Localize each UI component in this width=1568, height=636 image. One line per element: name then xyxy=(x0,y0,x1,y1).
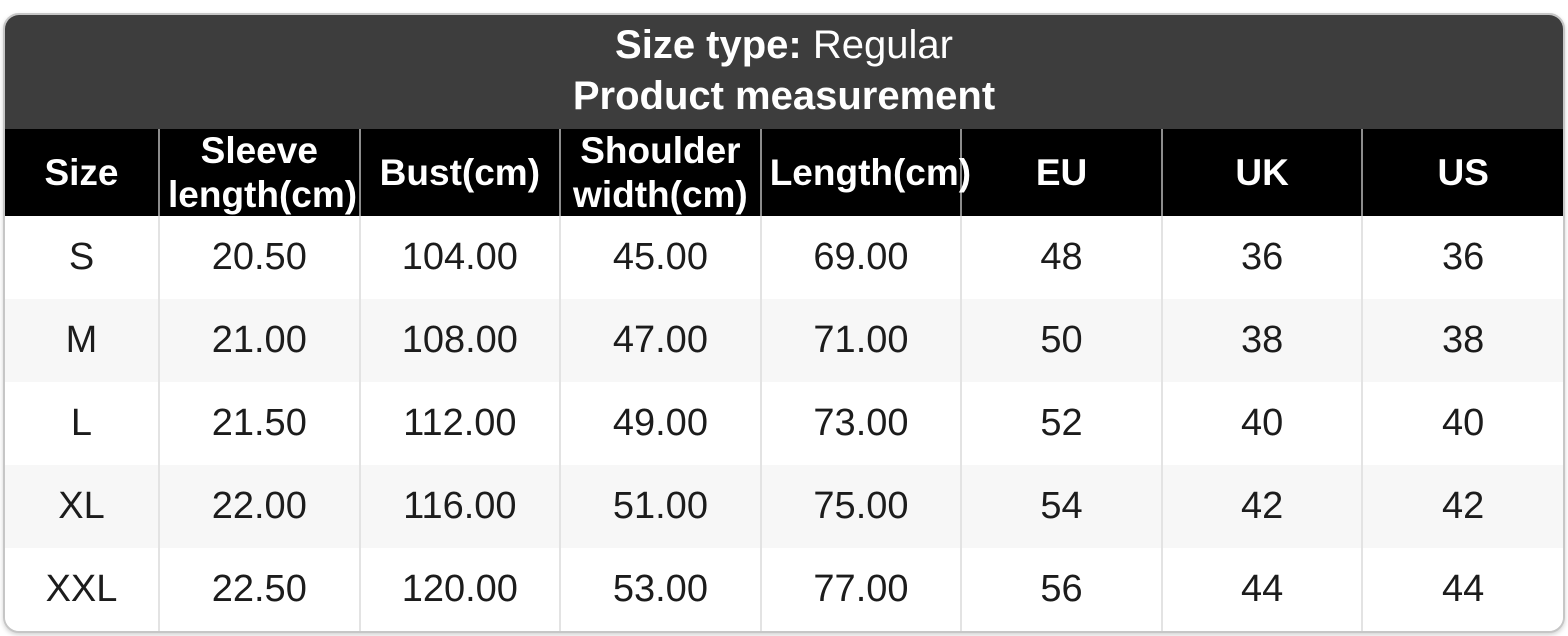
table-cell: 38 xyxy=(1361,299,1563,383)
table-cell: 52 xyxy=(960,382,1162,466)
table-cell: 44 xyxy=(1361,548,1563,632)
table-cell: 42 xyxy=(1160,465,1363,549)
table-cell: 120.00 xyxy=(358,548,561,632)
column-header-size: Size xyxy=(5,129,159,217)
column-header-shoulder-width: Shoulder width(cm) xyxy=(559,129,761,217)
table-cell: M xyxy=(5,299,159,383)
table-row-l: L 21.50 112.00 49.00 73.00 52 40 40 xyxy=(5,382,1563,466)
size-chart-card: Size type: Regular Product measurement S… xyxy=(3,13,1565,634)
size-table: Size Sleeve length(cm) Bust(cm) Shoulder… xyxy=(5,129,1563,632)
table-cell: 45.00 xyxy=(559,216,761,300)
table-cell: 22.50 xyxy=(158,548,360,632)
table-cell: 40 xyxy=(1160,382,1363,466)
size-type-line: Size type: Regular xyxy=(5,20,1563,71)
table-cell: 73.00 xyxy=(759,382,962,466)
table-cell: 42 xyxy=(1361,465,1563,549)
table-cell: 21.00 xyxy=(158,299,360,383)
table-cell: 49.00 xyxy=(559,382,761,466)
table-cell: 116.00 xyxy=(358,465,561,549)
table-cell: XXL xyxy=(5,548,159,632)
size-type-value: Regular xyxy=(812,23,953,67)
column-header-us: US xyxy=(1361,129,1563,217)
table-row-m: M 21.00 108.00 47.00 71.00 50 38 38 xyxy=(5,299,1563,383)
table-row-xl: XL 22.00 116.00 51.00 75.00 54 42 42 xyxy=(5,465,1563,549)
table-cell: 104.00 xyxy=(358,216,561,300)
table-cell: 22.00 xyxy=(158,465,360,549)
table-cell: 53.00 xyxy=(559,548,761,632)
table-cell: 51.00 xyxy=(559,465,761,549)
column-header-sleeve-length: Sleeve length(cm) xyxy=(158,129,360,217)
table-cell: 21.50 xyxy=(158,382,360,466)
table-cell: 112.00 xyxy=(358,382,561,466)
table-cell: XL xyxy=(5,465,159,549)
table-cell: 38 xyxy=(1160,299,1363,383)
table-row-xxl: XXL 22.50 120.00 53.00 77.00 56 44 44 xyxy=(5,548,1563,632)
table-row-s: S 20.50 104.00 45.00 69.00 48 36 36 xyxy=(5,216,1563,300)
title-band: Size type: Regular Product measurement xyxy=(5,15,1563,129)
table-cell: 75.00 xyxy=(759,465,962,549)
table-cell: 47.00 xyxy=(559,299,761,383)
table-cell: 40 xyxy=(1361,382,1563,466)
table-cell: 69.00 xyxy=(759,216,962,300)
table-cell: 108.00 xyxy=(358,299,561,383)
table-cell: 20.50 xyxy=(158,216,360,300)
table-cell: 36 xyxy=(1361,216,1563,300)
column-header-eu: EU xyxy=(960,129,1162,217)
table-cell: S xyxy=(5,216,159,300)
table-cell: 71.00 xyxy=(759,299,962,383)
column-header-bust: Bust(cm) xyxy=(358,129,561,217)
table-cell: 54 xyxy=(960,465,1162,549)
table-cell: 56 xyxy=(960,548,1162,632)
size-type-label: Size type: xyxy=(615,23,802,67)
table-cell: 50 xyxy=(960,299,1162,383)
table-cell: L xyxy=(5,382,159,466)
column-header-length: Length(cm) xyxy=(759,129,971,217)
table-cell: 77.00 xyxy=(759,548,962,632)
product-measurement-title: Product measurement xyxy=(572,74,996,118)
column-header-uk: UK xyxy=(1160,129,1363,217)
table-cell: 44 xyxy=(1160,548,1363,632)
table-cell: 48 xyxy=(960,216,1162,300)
table-cell: 36 xyxy=(1160,216,1363,300)
table-header-row: Size Sleeve length(cm) Bust(cm) Shoulder… xyxy=(5,129,1563,217)
